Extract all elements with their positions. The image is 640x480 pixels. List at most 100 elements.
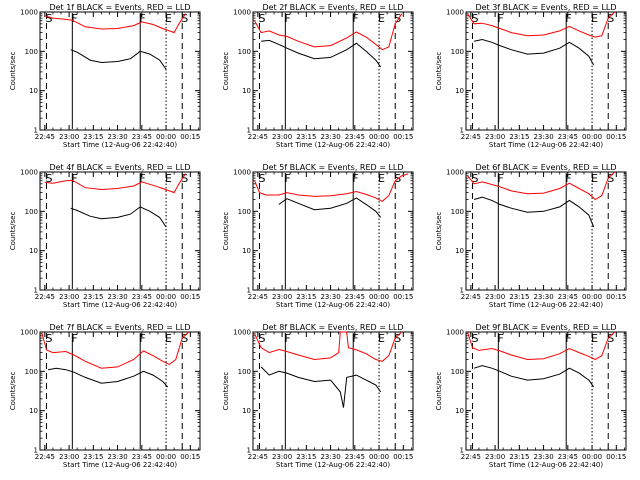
plot-panel: Det 5f BLACK = Events, RED = LLD 1 10 100 10…	[222, 163, 414, 309]
y-axis-label: Counts/sec	[435, 212, 443, 251]
marker-label: F	[497, 332, 503, 345]
series-line	[48, 367, 169, 388]
plot-frame	[465, 331, 627, 451]
x-tick-label: 23:30	[533, 453, 553, 461]
marker-label: F	[565, 172, 571, 185]
x-tick-label: 23:30	[533, 133, 553, 141]
marker-label: F	[139, 332, 145, 345]
y-tick-label: 10	[29, 247, 38, 255]
marker-label: S	[258, 332, 265, 345]
x-tick-label: 23:00	[272, 133, 292, 141]
y-tick-label: 10	[29, 407, 38, 415]
plot-frame	[252, 11, 414, 131]
series-line	[254, 173, 409, 202]
x-tick-label: 22:45	[461, 133, 481, 141]
x-axis-label: Start Time (12-Aug-06 22:42:40)	[63, 141, 177, 149]
x-tick-label: 23:30	[107, 293, 127, 301]
x-tick-label: 00:15	[180, 293, 200, 301]
series-line	[467, 171, 616, 201]
x-tick-label: 23:00	[59, 453, 79, 461]
x-tick-label: 23:30	[107, 133, 127, 141]
marker-label: F	[352, 172, 358, 185]
x-tick-label: 00:00	[156, 453, 176, 461]
marker-label: E	[165, 172, 172, 185]
y-tick-label: 100	[238, 208, 251, 216]
x-tick-label: 23:15	[83, 453, 103, 461]
plot-frame	[252, 171, 414, 291]
y-tick-label: 1	[247, 127, 251, 135]
y-tick-label: 10	[242, 87, 251, 95]
y-tick-label: 1000	[233, 329, 251, 337]
x-tick-label: 00:15	[393, 453, 413, 461]
plot-frame	[39, 171, 201, 291]
y-tick-label: 100	[25, 48, 38, 56]
y-axis-label: Counts/sec	[222, 212, 230, 251]
marker-label: E	[165, 12, 172, 25]
x-tick-label: 23:30	[320, 453, 340, 461]
plot-panel: Det 6f BLACK = Events, RED = LLD 1 10 100 10…	[435, 163, 627, 309]
y-tick-label: 1000	[233, 169, 251, 177]
y-tick-label: 1000	[20, 9, 38, 17]
marker-label: F	[497, 12, 503, 25]
marker-label: F	[352, 332, 358, 345]
plot-title: Det 4f BLACK = Events, RED = LLD	[49, 163, 190, 172]
marker-label: S	[45, 12, 52, 25]
x-axis-label: Start Time (12-Aug-06 22:42:40)	[63, 461, 177, 469]
x-tick-label: 00:15	[606, 133, 626, 141]
y-tick-label: 1	[247, 447, 251, 455]
y-tick-label: 1000	[446, 9, 464, 17]
y-tick-label: 1000	[446, 169, 464, 177]
y-tick-label: 10	[455, 407, 464, 415]
marker-label: S	[607, 12, 614, 25]
x-tick-label: 22:45	[461, 293, 481, 301]
series-line	[467, 11, 616, 38]
y-axis-label: Counts/sec	[435, 52, 443, 91]
series-line	[44, 13, 186, 34]
y-tick-label: 10	[242, 407, 251, 415]
series-line	[473, 365, 595, 388]
x-tick-label: 00:00	[156, 133, 176, 141]
y-tick-label: 100	[25, 368, 38, 376]
marker-label: F	[71, 12, 77, 25]
marker-label: F	[565, 332, 571, 345]
x-tick-label: 22:45	[35, 133, 55, 141]
y-tick-label: 100	[25, 208, 38, 216]
plot-title: Det 8f BLACK = Events, RED = LLD	[262, 323, 403, 332]
marker-label: F	[565, 12, 571, 25]
plot-title: Det 6f BLACK = Events, RED = LLD	[475, 163, 616, 172]
x-tick-label: 23:30	[533, 293, 553, 301]
x-tick-label: 23:00	[485, 293, 505, 301]
y-tick-label: 1	[460, 127, 464, 135]
plot-title: Det 9f BLACK = Events, RED = LLD	[475, 323, 616, 332]
y-tick-label: 100	[451, 368, 464, 376]
x-tick-label: 23:15	[296, 453, 316, 461]
y-axis-label: Counts/sec	[9, 52, 17, 91]
x-tick-label: 23:15	[83, 293, 103, 301]
y-tick-label: 1000	[446, 329, 464, 337]
marker-label: E	[591, 172, 598, 185]
y-tick-label: 1000	[233, 9, 251, 17]
x-tick-label: 23:45	[345, 293, 365, 301]
plot-title: Det 5f BLACK = Events, RED = LLD	[262, 163, 403, 172]
x-tick-label: 23:45	[132, 133, 152, 141]
series-line	[473, 38, 595, 66]
x-tick-label: 23:00	[272, 293, 292, 301]
y-tick-label: 100	[451, 48, 464, 56]
x-tick-label: 22:45	[248, 293, 268, 301]
x-tick-label: 23:00	[485, 453, 505, 461]
marker-label: F	[497, 172, 503, 185]
plot-title: Det 2f BLACK = Events, RED = LLD	[262, 3, 403, 12]
x-tick-label: 00:15	[393, 133, 413, 141]
marker-label: S	[607, 172, 614, 185]
x-axis-label: Start Time (12-Aug-06 22:42:40)	[63, 301, 177, 309]
series-line	[254, 331, 403, 362]
x-tick-label: 23:45	[132, 293, 152, 301]
marker-label: F	[139, 172, 145, 185]
y-tick-label: 1	[460, 287, 464, 295]
series-line	[260, 366, 382, 408]
x-tick-label: 23:15	[509, 133, 529, 141]
y-tick-label: 1000	[20, 169, 38, 177]
y-tick-label: 10	[455, 247, 464, 255]
x-tick-label: 00:15	[180, 133, 200, 141]
